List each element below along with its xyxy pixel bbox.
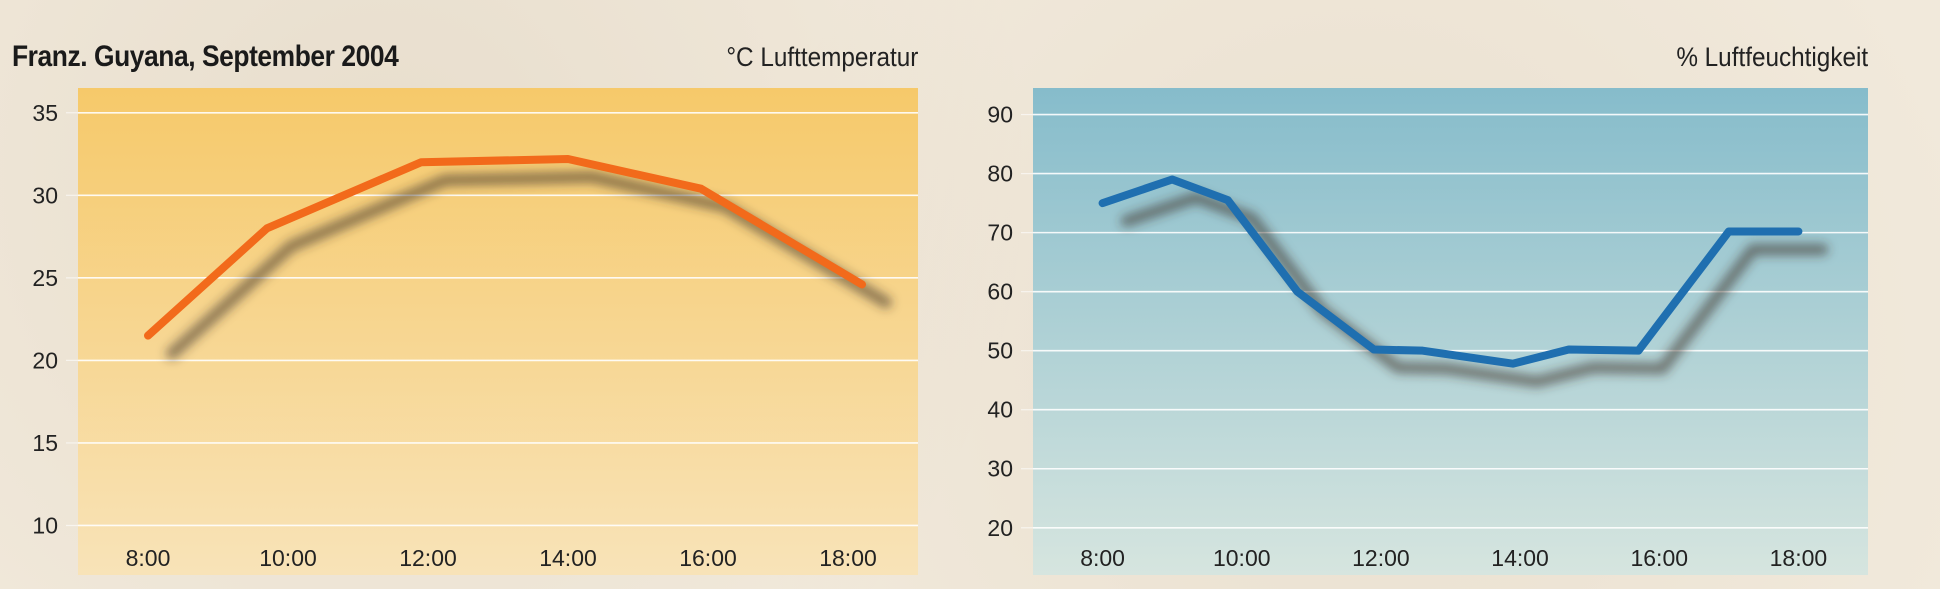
temperature-chart-title: °C Lufttemperatur (725, 42, 918, 72)
x-tick-label: 12:00 (399, 545, 457, 571)
x-tick-label: 8:00 (126, 545, 171, 571)
x-tick-label: 8:00 (1080, 545, 1125, 571)
x-tick-label: 16:00 (1630, 545, 1688, 571)
y-tick-label: 25 (32, 265, 58, 291)
y-tick-label: 60 (987, 279, 1013, 305)
x-tick-label: 14:00 (1491, 545, 1549, 571)
x-tick-label: 18:00 (819, 545, 877, 571)
x-tick-label: 16:00 (679, 545, 737, 571)
series-line (144, 154, 866, 340)
page-title: Franz. Guyana, September 2004 (12, 40, 399, 73)
y-tick-label: 30 (987, 456, 1013, 482)
y-tick-label: 20 (32, 347, 58, 373)
temperature-chart: 10 15 20 25 30 35 8:00 10:00 12:00 14:00 16:00 18:0… (32, 88, 918, 575)
y-tick-label: 10 (32, 512, 58, 538)
y-tick-label: 30 (32, 182, 58, 208)
x-tick-label: 10:00 (259, 545, 317, 571)
plot-area (78, 88, 918, 575)
y-tick-label: 35 (32, 100, 58, 126)
y-tick-label: 15 (32, 430, 58, 456)
y-tick-label: 80 (987, 161, 1013, 187)
x-tick-label: 10:00 (1213, 545, 1271, 571)
x-tick-label: 18:00 (1770, 545, 1828, 571)
y-tick-label: 40 (987, 397, 1013, 423)
y-tick-label: 20 (987, 515, 1013, 541)
x-tick-label: 14:00 (539, 545, 597, 571)
y-tick-label: 50 (987, 338, 1013, 364)
y-tick-label: 70 (987, 220, 1013, 246)
y-tick-label: 90 (987, 102, 1013, 128)
humidity-chart: 20 30 40 50 60 70 80 90 8:00 10:00 12:00 14:00 16:00… (987, 88, 1868, 575)
plot-area (1033, 88, 1868, 575)
x-tick-label: 12:00 (1352, 545, 1410, 571)
humidity-chart-title: % Luftfeuchtigkeit (1676, 42, 1868, 72)
